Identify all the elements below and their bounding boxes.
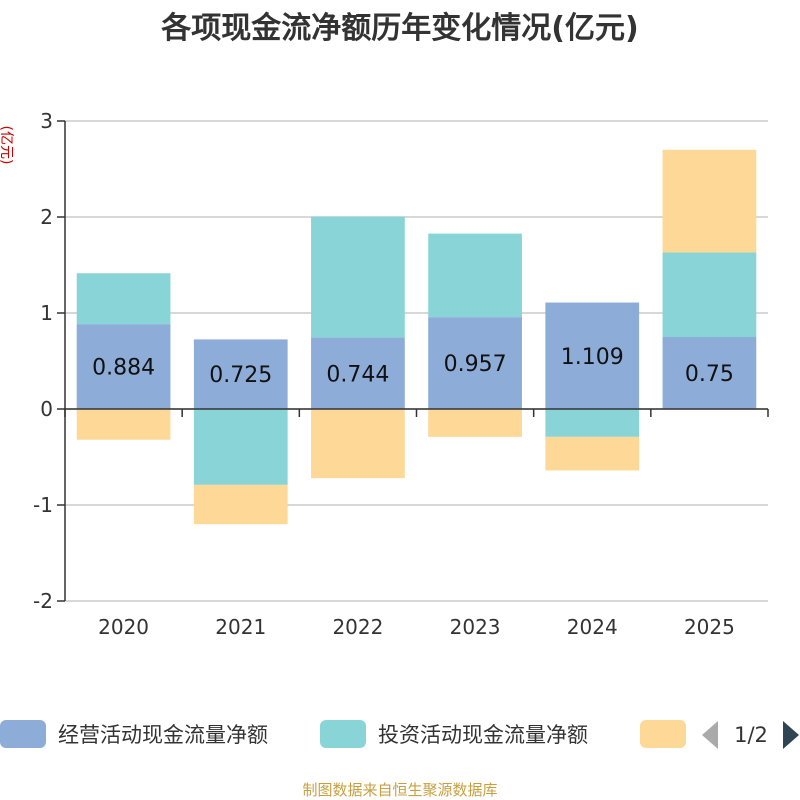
data-labels: 0.884 0.725 0.744 0.957 1.109 0.75 — [92, 345, 734, 388]
source-note: 制图数据来自恒生聚源数据库 — [302, 781, 497, 799]
bar-series0-2023 — [428, 317, 522, 409]
legend-swatch-1 — [320, 720, 366, 748]
chart-title: 各项现金流净额历年变化情况(亿元) — [160, 11, 638, 46]
bar-series2-2021 — [193, 484, 288, 525]
bar-series1-2024 — [545, 409, 640, 437]
x-tick-label-2021: 2021 — [215, 615, 266, 639]
legend-next-page-icon[interactable] — [783, 721, 799, 749]
legend-item-0[interactable]: 经营活动现金流量净额 — [0, 720, 268, 748]
bar-series2-2023 — [428, 409, 522, 437]
data-label-2023: 0.957 — [444, 352, 507, 377]
bars — [76, 149, 757, 525]
data-label-2021: 0.725 — [209, 363, 272, 388]
data-label-2025: 0.75 — [685, 362, 734, 387]
bar-series2-2024 — [545, 436, 640, 471]
legend-item-2[interactable] — [640, 720, 686, 748]
bar-series1-2020 — [76, 273, 171, 325]
legend-item-1[interactable]: 投资活动现金流量净额 — [320, 720, 588, 748]
legend-swatch-2 — [640, 720, 686, 748]
y-axis-unit-label: (亿元) — [0, 126, 14, 165]
legend-label-1: 投资活动现金流量净额 — [378, 723, 588, 747]
x-tick-label-2025: 2025 — [684, 615, 735, 639]
bar-series0-2024 — [545, 302, 640, 409]
bar-series1-2022 — [311, 216, 405, 338]
bar-series2-2020 — [76, 409, 171, 440]
y-tick-label: -1 — [33, 493, 53, 517]
bar-series0-2022 — [311, 337, 405, 409]
bar-series1-2025 — [662, 252, 757, 337]
x-tick-label-2020: 2020 — [98, 615, 149, 639]
x-tick-label-2024: 2024 — [567, 615, 618, 639]
bar-series0-2020 — [76, 324, 171, 409]
y-tick-label: 0 — [40, 397, 53, 421]
axes: -2 -1 0 1 2 3 2020 2021 2022 2023 2024 2025 — [33, 109, 769, 639]
y-tick-label: -2 — [33, 589, 53, 613]
legend-page-indicator: 1/2 — [734, 723, 768, 747]
data-label-2024: 1.109 — [561, 345, 624, 370]
x-tick-label-2023: 2023 — [450, 615, 501, 639]
y-tick-label: 1 — [40, 301, 53, 325]
bar-series0-2025 — [662, 337, 757, 409]
x-tick-label-2022: 2022 — [332, 615, 383, 639]
legend-label-0: 经营活动现金流量净额 — [58, 723, 268, 747]
y-tick-label: 3 — [40, 109, 53, 133]
data-label-2020: 0.884 — [92, 356, 155, 381]
bar-series1-2021 — [193, 409, 288, 485]
legend: 经营活动现金流量净额 投资活动现金流量净额 1/2 — [0, 720, 799, 749]
legend-prev-page-icon[interactable] — [702, 721, 718, 749]
bar-series0-2021 — [193, 339, 288, 409]
bar-series2-2022 — [311, 409, 405, 479]
bar-series2-2025 — [662, 149, 757, 253]
y-tick-label: 2 — [40, 205, 53, 229]
legend-swatch-0 — [0, 720, 46, 748]
data-label-2022: 0.744 — [326, 362, 389, 387]
bar-series1-2023 — [428, 233, 522, 318]
